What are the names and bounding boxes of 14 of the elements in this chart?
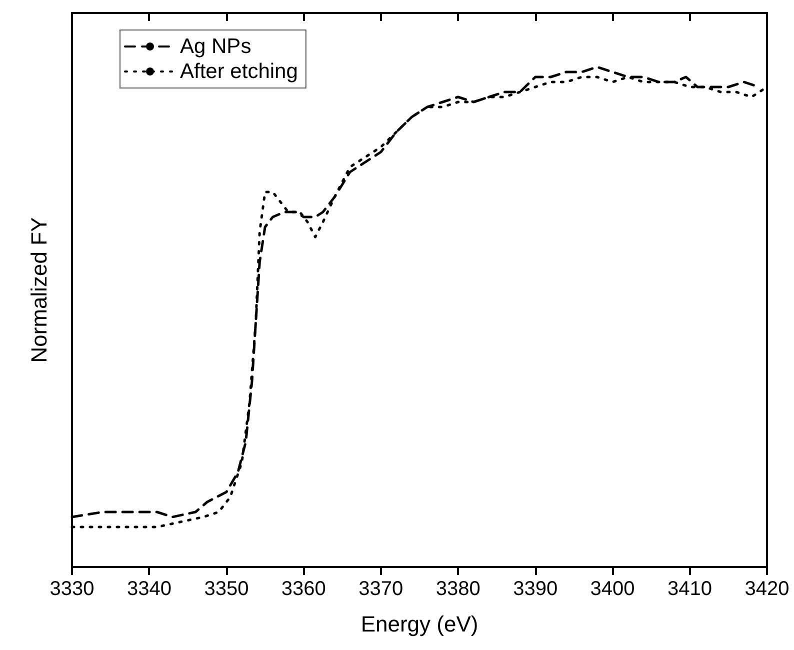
y-axis-title: Normalized FY	[26, 216, 52, 363]
x-tick-label: 3400	[590, 578, 635, 600]
x-tick-label: 3390	[513, 578, 558, 600]
legend-label: Ag NPs	[180, 35, 252, 58]
x-axis-title: Energy (eV)	[360, 612, 478, 636]
x-tick-label: 3340	[126, 578, 172, 600]
x-tick-label: 3360	[281, 578, 326, 600]
x-tick-label: 3330	[50, 578, 94, 600]
legend-label: After etching	[180, 60, 298, 83]
x-tick-label: 3350	[204, 578, 249, 600]
x-tick-label: 3380	[436, 578, 480, 600]
x-tick-label: 3410	[668, 578, 712, 600]
x-tick-label: 3420	[744, 578, 790, 600]
x-tick-label: 3370	[358, 578, 404, 600]
